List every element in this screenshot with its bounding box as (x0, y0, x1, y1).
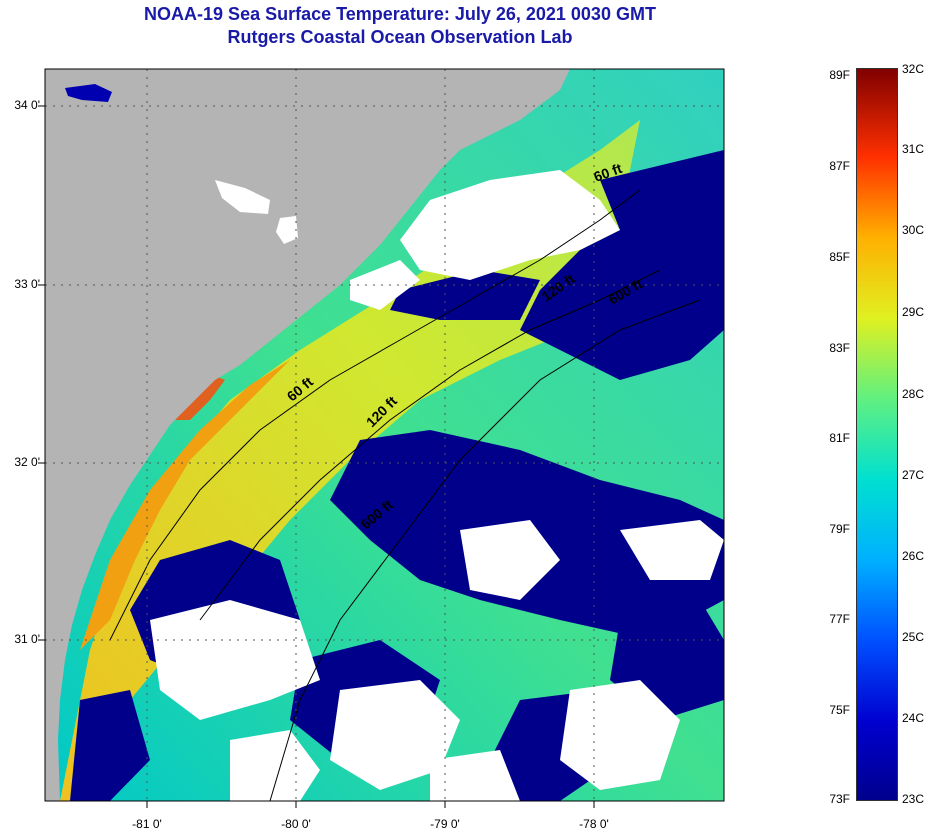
colorbar-c-label: 32C (902, 62, 925, 76)
map-field: 60 ft 120 ft 600 ft 60 ft 120 ft 600 ft (45, 69, 724, 801)
colorbar-f-label: 87F (829, 159, 850, 173)
temperature-colorbar (856, 68, 898, 801)
colorbar-f-label: 81F (829, 431, 850, 445)
inland-water (65, 84, 112, 102)
map-subtitle: Rutgers Coastal Ocean Observation Lab (227, 27, 573, 47)
colorbar-c-label: 31C (902, 142, 925, 156)
colorbar-c-label: 23C (902, 792, 925, 806)
isobath-lines (109, 189, 701, 801)
colorbar-c-label: 25C (902, 630, 925, 644)
lon-label: -78 0' (579, 817, 609, 831)
lat-label: 33 0' (14, 277, 40, 291)
colorbar-f-label: 75F (829, 703, 850, 717)
map-frame (44, 68, 725, 802)
land-mass (45, 69, 570, 801)
lat-label: 34 0' (14, 98, 40, 112)
colorbar-f-label: 89F (829, 68, 850, 82)
nearshore-warm-water (80, 360, 290, 650)
axis-ticks (38, 105, 595, 808)
colorbar-f-label: 85F (829, 250, 850, 264)
colorbar-c-label: 24C (902, 711, 925, 725)
colorbar-f-label: 79F (829, 522, 850, 536)
lat-label: 31 0' (14, 632, 40, 646)
colorbar-c-label: 30C (902, 223, 925, 237)
colorbar-c-label: 27C (902, 468, 925, 482)
lon-label: -80 0' (281, 817, 311, 831)
lon-label: -79 0' (430, 817, 460, 831)
map-title: NOAA-19 Sea Surface Temperature: July 26… (144, 4, 656, 24)
colorbar-f-label: 77F (829, 612, 850, 626)
colorbar-c-label: 29C (902, 305, 925, 319)
cloud-masks (150, 170, 724, 801)
colorbar-c-label: 28C (902, 387, 925, 401)
colorbar-c-label: 26C (902, 549, 925, 563)
land-cloud-blobs (215, 180, 298, 244)
colorbar-f-label: 83F (829, 341, 850, 355)
lat-label: 32 0' (14, 455, 40, 469)
lon-label: -81 0' (132, 817, 162, 831)
colorbar-f-label: 73F (829, 792, 850, 806)
grid-lines (45, 69, 724, 801)
